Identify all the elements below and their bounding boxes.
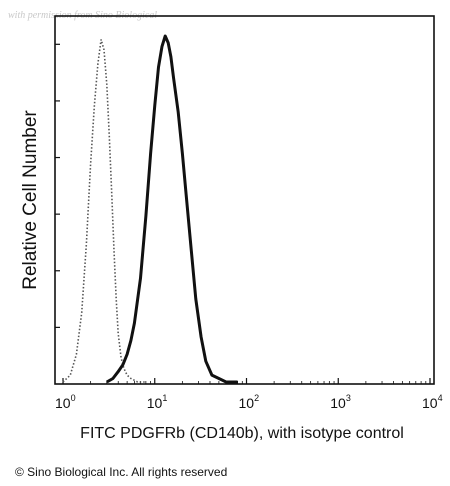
x-tick-label: 101 [147, 393, 168, 411]
plot-frame [54, 15, 435, 385]
x-axis-label: FITC PDGFRb (CD140b), with isotype contr… [80, 425, 404, 442]
x-axis-ticks: 100 101 102 103 104 [55, 378, 443, 411]
x-tick-label: 104 [422, 393, 443, 411]
copyright-notice: © Sino Biological Inc. All rights reserv… [15, 465, 228, 479]
x-tick-label: 100 [55, 393, 76, 411]
y-axis-ticks [55, 43, 60, 328]
y-axis-label: Relative Cell Number [20, 110, 41, 290]
pdgfrb-stained-curve [106, 34, 238, 384]
x-tick-label: 102 [239, 393, 260, 411]
x-tick-label: 103 [330, 393, 351, 411]
